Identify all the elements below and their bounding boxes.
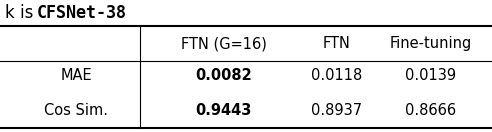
Text: Fine-tuning: Fine-tuning bbox=[389, 36, 472, 51]
Text: FTN: FTN bbox=[323, 36, 351, 51]
Text: 0.8937: 0.8937 bbox=[311, 103, 363, 118]
Text: 0.0082: 0.0082 bbox=[195, 68, 252, 83]
Text: 0.9443: 0.9443 bbox=[196, 103, 252, 118]
Text: FTN (G=16): FTN (G=16) bbox=[181, 36, 267, 51]
Text: 0.8666: 0.8666 bbox=[405, 103, 456, 118]
Text: CFSNet-38: CFSNet-38 bbox=[37, 4, 127, 22]
Text: Cos Sim.: Cos Sim. bbox=[44, 103, 108, 118]
Text: k is: k is bbox=[5, 4, 38, 22]
Text: MAE: MAE bbox=[61, 68, 92, 83]
Text: 0.0118: 0.0118 bbox=[311, 68, 363, 83]
Text: 0.0139: 0.0139 bbox=[405, 68, 456, 83]
